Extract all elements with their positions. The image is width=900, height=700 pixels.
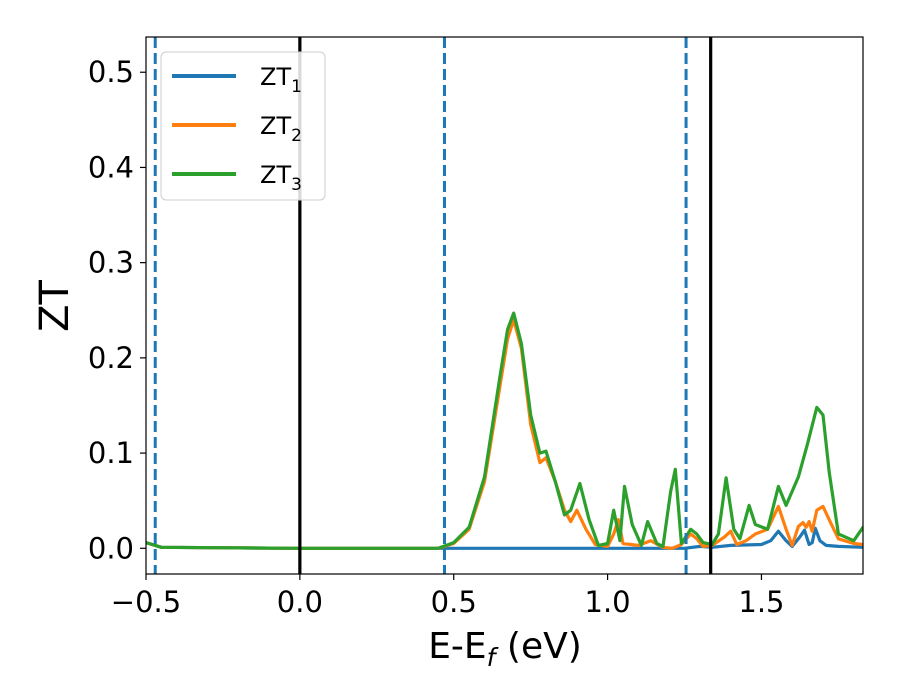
x-axis-label: E-Ef (eV) <box>428 626 582 672</box>
y-tick-label: 0.0 <box>88 531 134 565</box>
y-axis-label: ZT <box>32 280 78 332</box>
x-axis-label-main: E-E <box>428 626 486 667</box>
y-tick-label: 0.3 <box>88 246 134 280</box>
legend-label-2: ZT2 <box>260 112 302 146</box>
series-line-1 <box>146 526 863 550</box>
x-axis-label-tail: (eV) <box>495 626 581 667</box>
series-line-3 <box>146 311 863 550</box>
x-tick-label: 1.0 <box>585 585 631 619</box>
x-tick-label: 0.5 <box>431 585 477 619</box>
plot-frame <box>145 36 864 575</box>
axis-ticks: −0.5 0.0 0.5 1.0 1.5 0.0 0.1 0.2 0.3 0.4 0.5 <box>88 55 785 619</box>
legend-label-1: ZT1 <box>260 63 302 97</box>
y-tick-label: 0.5 <box>88 55 134 89</box>
y-tick-label: 0.4 <box>88 150 134 184</box>
y-tick-label: 0.1 <box>88 436 134 470</box>
x-tick-label: −0.5 <box>111 585 181 619</box>
y-tick-label: 0.2 <box>88 341 134 375</box>
legend-box <box>160 51 326 201</box>
legend-label-3: ZT3 <box>260 161 302 195</box>
legend: ZT1 ZT2 ZT3 <box>160 51 326 201</box>
x-tick-label: 1.5 <box>738 585 784 619</box>
series-layer <box>146 311 863 550</box>
x-tick-label: 0.0 <box>277 585 323 619</box>
